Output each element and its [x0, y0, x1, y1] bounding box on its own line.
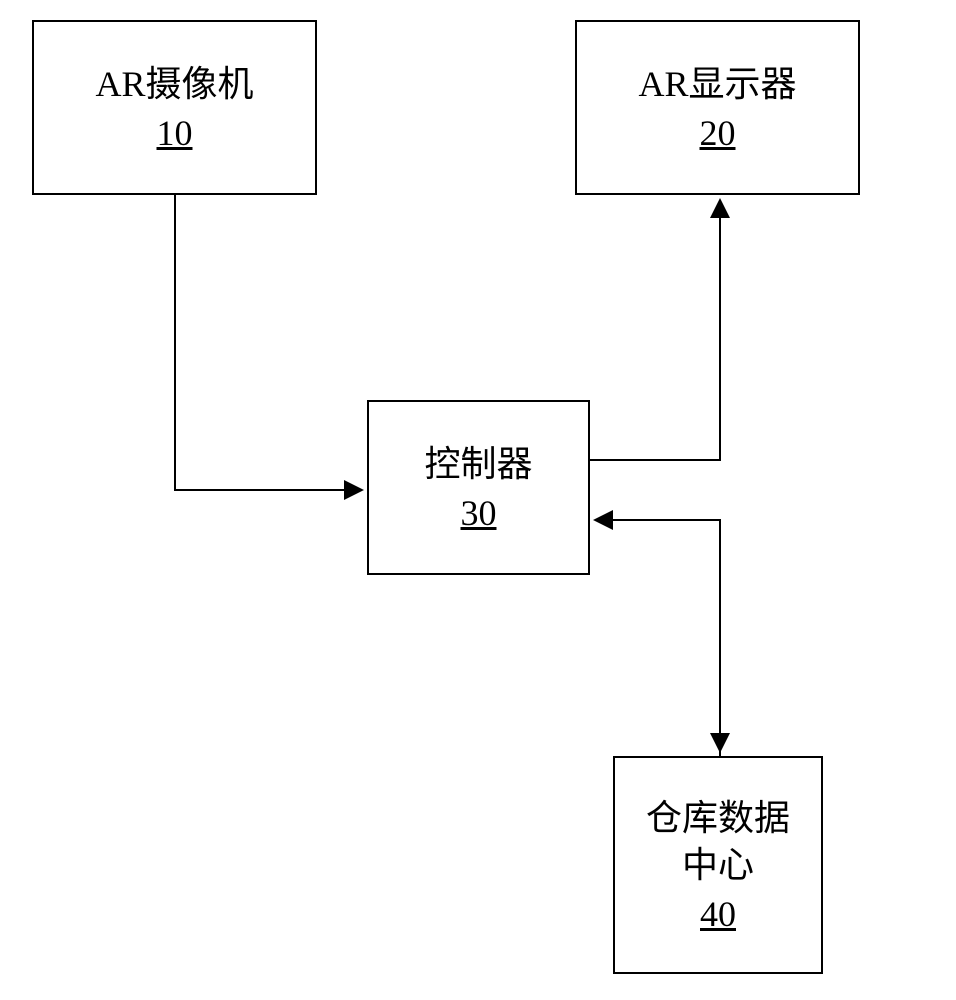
node-warehouse-label-text: 仓库数据中心	[646, 798, 790, 885]
node-warehouse-label: 仓库数据中心	[633, 795, 803, 889]
node-controller: 控制器 30	[367, 400, 590, 575]
node-warehouse: 仓库数据中心 40	[613, 756, 823, 974]
node-ar-display-label: AR显示器	[638, 61, 796, 108]
node-ar-display: AR显示器 20	[575, 20, 860, 195]
node-ar-camera-number: 10	[157, 112, 193, 154]
edge-warehouse-to-controller	[597, 520, 720, 756]
node-ar-camera: AR摄像机 10	[32, 20, 317, 195]
node-ar-display-number: 20	[700, 112, 736, 154]
node-ar-camera-label: AR摄像机	[95, 61, 253, 108]
node-controller-label: 控制器	[424, 441, 532, 488]
node-controller-number: 30	[461, 492, 497, 534]
edge-camera-to-controller	[175, 195, 360, 490]
edge-controller-to-display	[590, 202, 720, 460]
node-warehouse-number: 40	[700, 893, 736, 935]
